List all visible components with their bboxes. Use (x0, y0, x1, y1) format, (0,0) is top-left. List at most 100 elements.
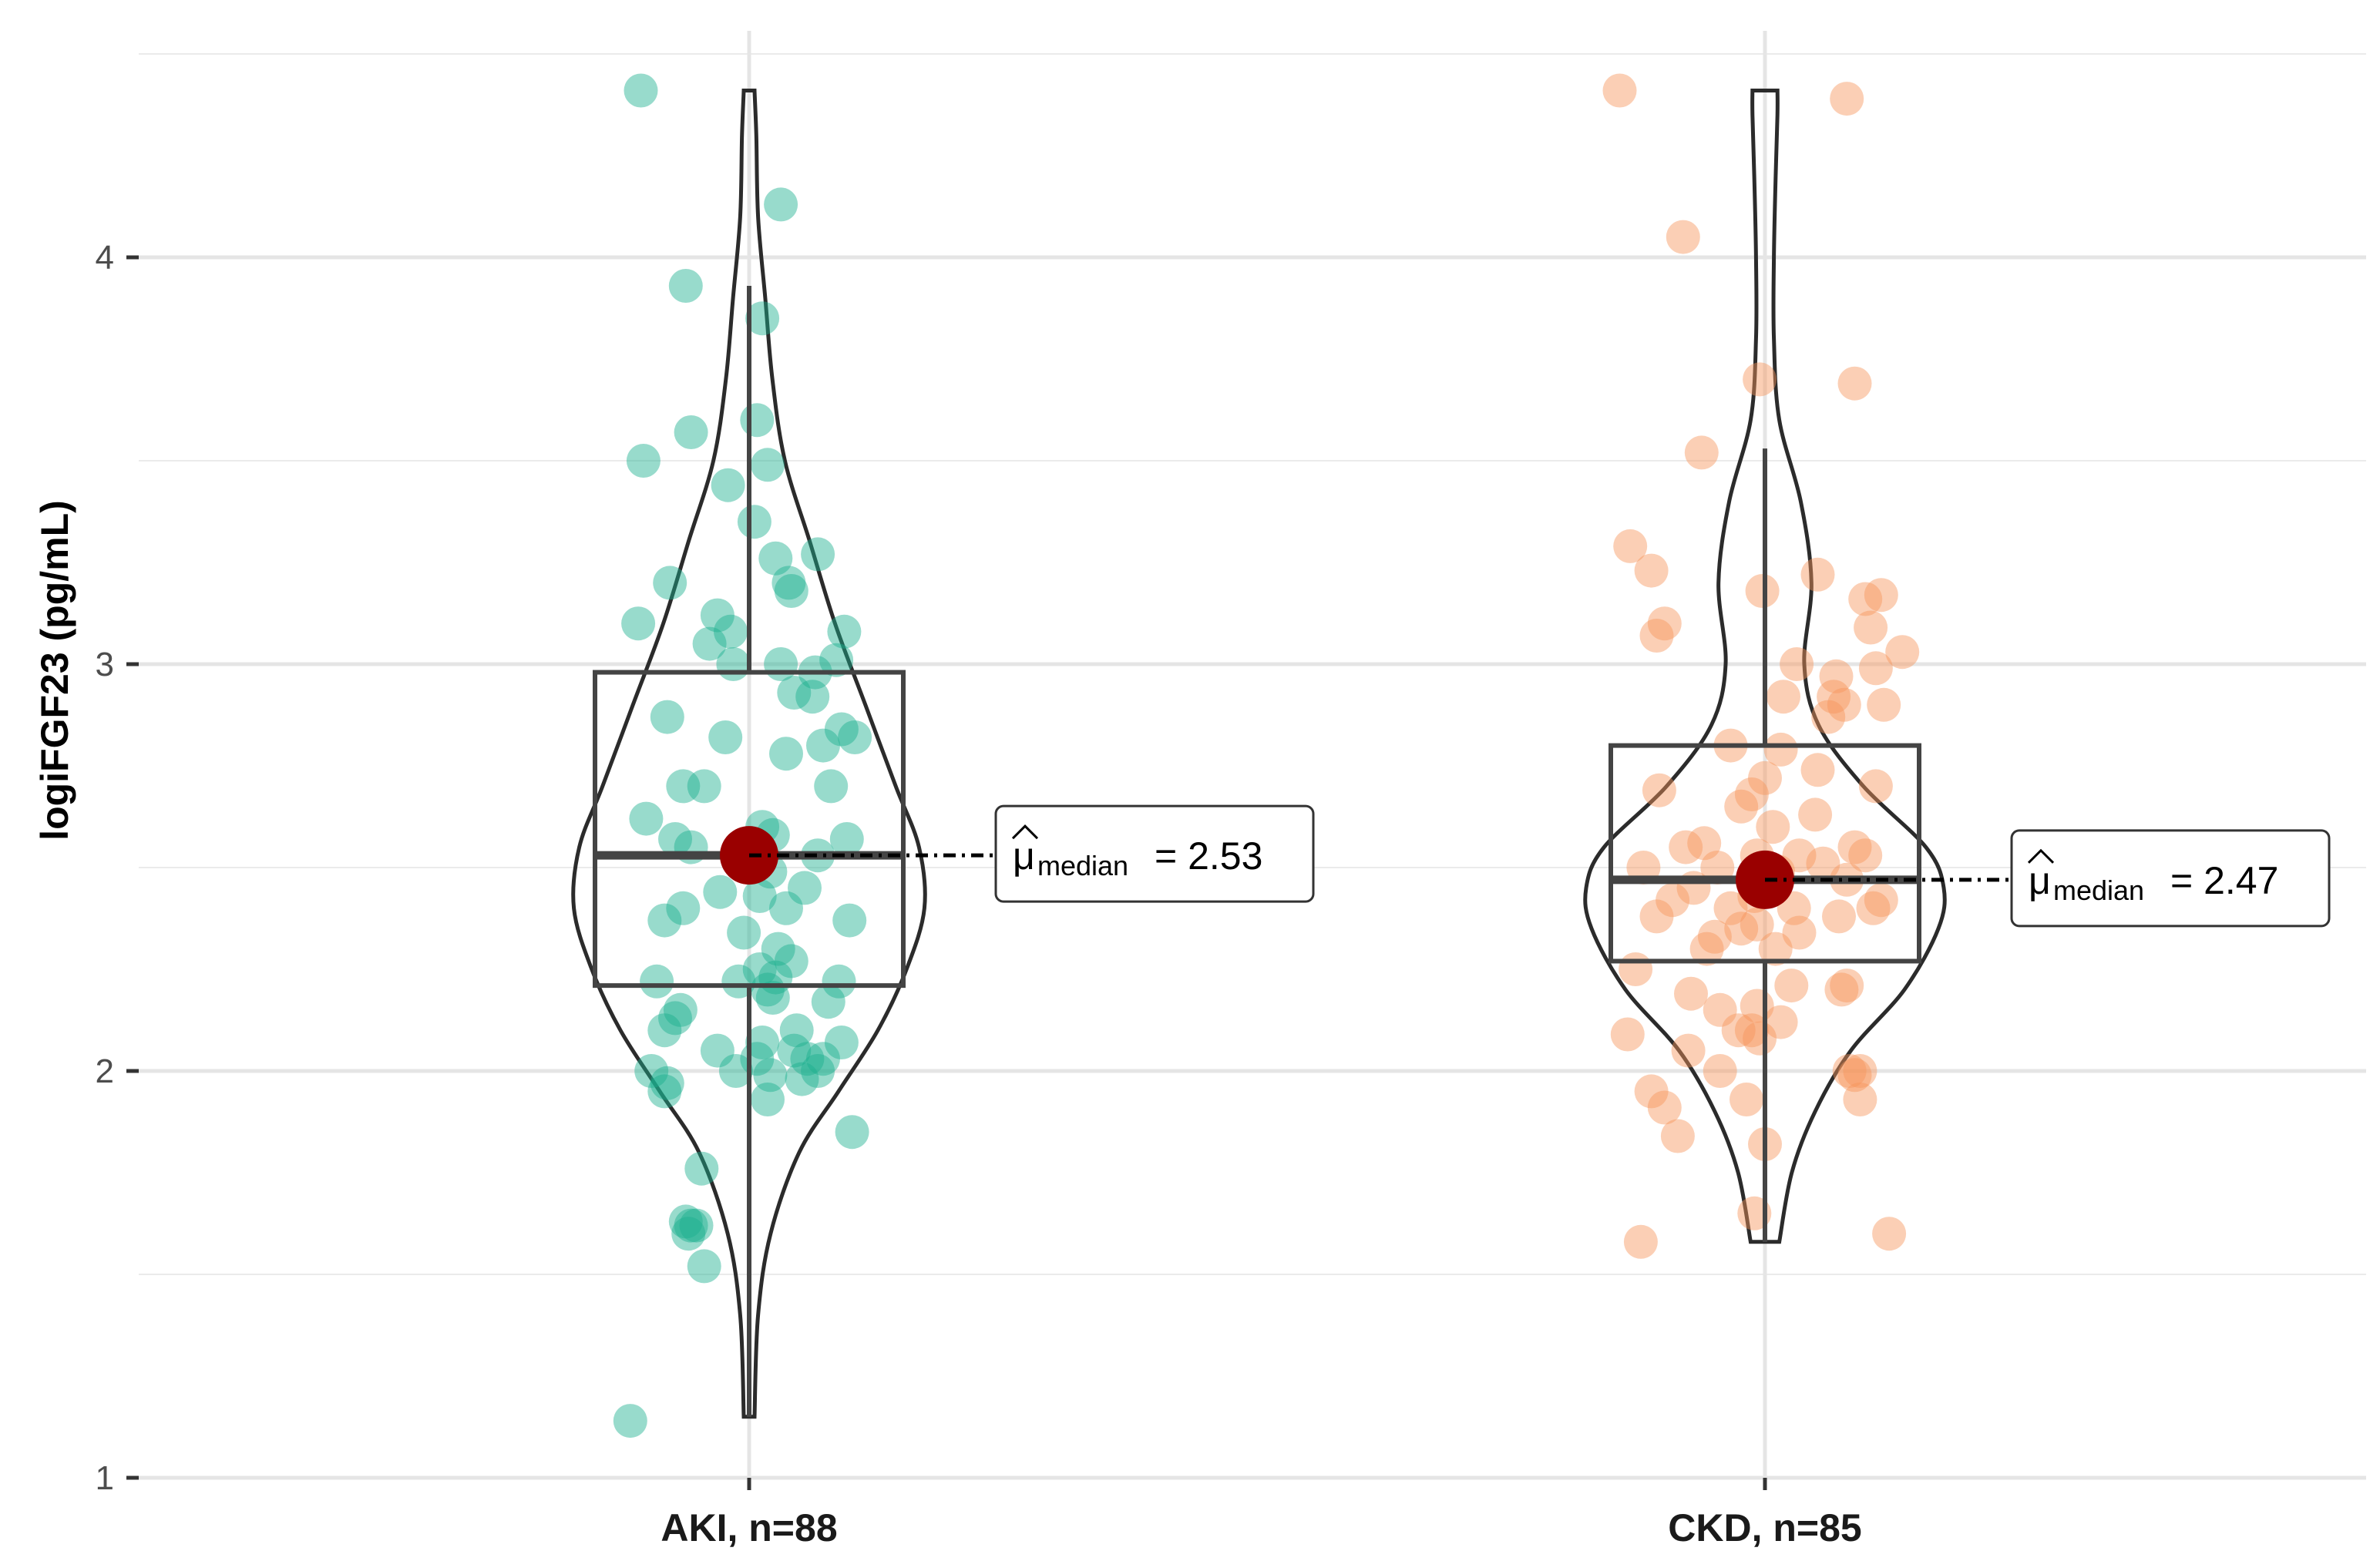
data-point (1832, 1054, 1867, 1088)
data-point (1774, 968, 1809, 1003)
data-point (708, 720, 743, 754)
box-aki (593, 670, 906, 989)
data-point (1830, 968, 1864, 1003)
data-point (1827, 687, 1861, 722)
data-point (777, 1033, 812, 1068)
data-point (1782, 838, 1817, 873)
data-point (613, 1404, 647, 1438)
data-point (1740, 907, 1774, 942)
data-point (1811, 700, 1846, 734)
data-point (1824, 972, 1859, 1007)
data-point (742, 952, 777, 986)
data-point (714, 614, 748, 649)
data-point (658, 822, 692, 856)
data-point (1674, 976, 1708, 1011)
data-point (1856, 891, 1891, 925)
data-point (1798, 797, 1833, 832)
data-point (822, 964, 856, 999)
data-point (1763, 1005, 1798, 1039)
data-point (1864, 578, 1898, 613)
data-point (806, 1042, 840, 1076)
y-tick-label: 4 (96, 239, 114, 277)
data-point (1623, 1224, 1658, 1259)
data-point (764, 187, 798, 222)
data-point (684, 1151, 719, 1186)
data-point (629, 801, 664, 836)
data-point (829, 822, 864, 856)
data-point (1837, 830, 1872, 864)
data-point (819, 643, 854, 677)
data-point (674, 1208, 708, 1243)
data-point (687, 1249, 721, 1284)
data-point (1800, 753, 1835, 787)
y-tick-label: 1 (96, 1459, 114, 1497)
data-point (758, 541, 793, 576)
data-point (774, 574, 808, 608)
annotation-mu: μ (1013, 834, 1035, 878)
plot-groups: μ median = 2.53 μ median = 2.47 (571, 73, 2331, 1438)
data-point (1822, 899, 1856, 934)
data-point (1656, 883, 1690, 918)
data-point (1639, 899, 1674, 934)
data-point (1758, 932, 1793, 966)
data-point (1837, 1058, 1872, 1093)
median-annotation-ckd: μ median = 2.47 (2010, 829, 2331, 928)
data-point (671, 1217, 706, 1251)
data-point (1697, 919, 1732, 954)
data-point (640, 964, 674, 999)
x-tick-label-ckd: CKD, n=85 (1668, 1506, 1861, 1549)
group-aki: μ median = 2.53 (571, 73, 1315, 1438)
data-point (814, 769, 849, 804)
data-point (1666, 220, 1700, 254)
data-point (1817, 680, 1851, 714)
box-ckd (1609, 743, 1921, 964)
data-point (1743, 362, 1777, 397)
data-point (1613, 529, 1648, 563)
data-point (1885, 635, 1920, 670)
hat-icon (1011, 824, 1039, 840)
data-point (700, 598, 735, 633)
data-point (1647, 1090, 1682, 1125)
data-point (1867, 687, 1901, 722)
y-axis: logiFGF23 (pg/mL) 1 2 3 4 (33, 239, 139, 1497)
data-point (1639, 619, 1674, 653)
data-point (1756, 810, 1790, 844)
data-point (647, 903, 682, 938)
data-point (1619, 952, 1653, 986)
data-point (751, 448, 785, 482)
data-point (1703, 992, 1737, 1027)
data-point (1763, 732, 1798, 767)
data-point (1780, 647, 1814, 681)
data-point (1642, 773, 1676, 807)
data-point (1872, 1217, 1907, 1251)
annotation-value: = 2.53 (1155, 834, 1262, 878)
data-point (1782, 915, 1817, 950)
hat-icon (2027, 848, 2055, 864)
data-point (1843, 1054, 1877, 1088)
data-point (745, 1026, 780, 1059)
data-point (647, 1013, 682, 1048)
data-point (674, 415, 708, 449)
data-point (666, 891, 701, 925)
data-point (1767, 680, 1800, 714)
data-point (1689, 932, 1724, 966)
data-point (1800, 557, 1835, 592)
data-point (658, 1001, 692, 1036)
data-point (1854, 610, 1888, 645)
data-point (751, 1083, 785, 1116)
data-point (838, 720, 872, 754)
data-point (801, 537, 835, 572)
data-point (1669, 830, 1703, 864)
data-point (634, 1054, 669, 1088)
data-point (668, 1204, 703, 1239)
data-point (668, 269, 703, 303)
y-tick-label: 3 (96, 646, 114, 683)
data-point (1819, 659, 1854, 693)
data-point (824, 1026, 859, 1059)
data-point (703, 874, 738, 909)
data-point (1724, 911, 1759, 946)
data-point (650, 1066, 684, 1100)
gridlines (139, 31, 2366, 1480)
data-point (774, 944, 808, 979)
